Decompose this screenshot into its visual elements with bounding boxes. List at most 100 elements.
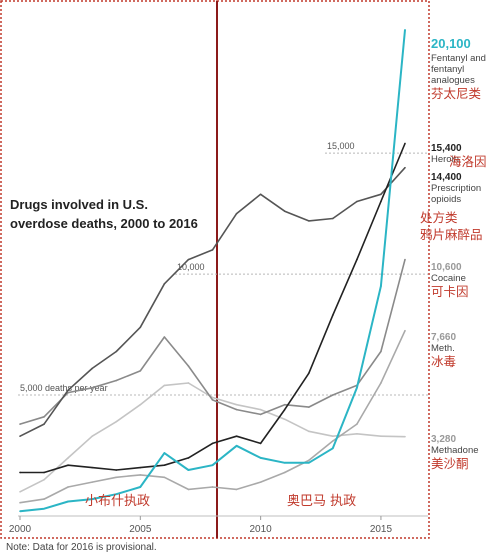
data-point-heroin-2002: [67, 464, 69, 467]
x-tick-label-2000: 2000: [9, 524, 32, 535]
data-point-meth-2009: [235, 488, 238, 491]
series-name-fentanyl-line-3: analogues: [431, 75, 475, 86]
era-label-bush: 小布什执政: [85, 494, 150, 509]
series-line-fentanyl: [19, 29, 406, 513]
data-point-cocaine-2003: [91, 386, 93, 389]
data-point-prescription-opioids-2000: [19, 435, 21, 437]
data-point-heroin-2001: [43, 471, 45, 474]
data-point-cocaine-2005: [139, 370, 142, 372]
data-point-prescription-opioids-2004: [115, 350, 118, 353]
data-point-cocaine-2010: [259, 413, 262, 416]
data-point-meth-2016: [404, 329, 406, 332]
data-point-heroin-2011: [283, 408, 286, 411]
data-point-meth-2000: [19, 501, 21, 504]
x-tick-label-2015: 2015: [370, 524, 393, 535]
data-point-heroin-2005: [139, 466, 142, 469]
data-point-methadone-2012: [307, 430, 310, 433]
data-point-cocaine-2007: [187, 365, 190, 367]
data-point-prescription-opioids-2001: [43, 423, 45, 425]
data-point-heroin-2004: [115, 469, 118, 471]
footnote: Note: Data for 2016 is provisional.: [6, 542, 157, 553]
data-point-meth-2014: [356, 423, 358, 425]
data-point-prescription-opioids-2002: [67, 389, 69, 392]
data-point-fentanyl-2009: [235, 445, 238, 447]
data-point-methadone-2003: [91, 435, 93, 437]
data-point-methadone-2004: [115, 420, 118, 423]
data-point-heroin-2008: [211, 442, 214, 445]
series-group: [19, 28, 406, 513]
data-point-prescription-opioids-2005: [139, 326, 142, 329]
data-point-methadone-2002: [67, 457, 69, 459]
data-point-cocaine-2000: [19, 423, 21, 425]
data-point-heroin-2010: [259, 442, 262, 445]
data-point-prescription-opioids-2013: [332, 217, 334, 220]
cn-label-prescription-opioids-line-1: 处方类: [420, 210, 458, 225]
chart-title-line-2: overdose deaths, 2000 to 2016: [10, 216, 198, 231]
data-point-methadone-2014: [356, 432, 358, 435]
data-point-meth-2001: [43, 498, 45, 500]
gridline-label-15000: 15,000: [327, 141, 355, 151]
data-point-methadone-2006: [163, 384, 166, 387]
data-point-methadone-2008: [211, 396, 214, 399]
data-point-heroin-2012: [307, 372, 310, 375]
data-point-methadone-2015: [380, 435, 382, 437]
data-point-fentanyl-2000: [19, 510, 21, 512]
data-point-cocaine-2002: [67, 391, 69, 394]
data-point-cocaine-2011: [283, 403, 286, 406]
data-point-meth-2008: [211, 486, 214, 488]
value-label-prescription-opioids: 14,400: [431, 172, 462, 183]
cn-label-fentanyl: 芬太尼类: [431, 86, 482, 101]
series-name-cocaine-line-1: Cocaine: [431, 273, 466, 284]
cn-label-prescription-opioids-line-2: 鸦片麻醉品: [420, 227, 483, 242]
data-point-meth-2004: [115, 476, 118, 479]
series-name-fentanyl-line-2: fentanyl: [431, 64, 464, 75]
data-point-prescription-opioids-2006: [163, 282, 166, 285]
data-point-meth-2013: [332, 440, 334, 442]
data-point-cocaine-2001: [43, 416, 45, 418]
data-point-fentanyl-2001: [43, 507, 45, 510]
data-point-prescription-opioids-2014: [356, 200, 358, 203]
chart-title-line-1: Drugs involved in U.S.: [10, 197, 148, 212]
data-point-cocaine-2009: [235, 408, 238, 411]
series-name-heroin-line-1: Heroin: [431, 154, 459, 165]
data-point-fentanyl-2012: [307, 461, 310, 464]
data-point-prescription-opioids-2008: [211, 249, 214, 251]
cn-label-meth: 冰毒: [431, 354, 456, 369]
data-point-fentanyl-2005: [139, 486, 142, 488]
data-point-cocaine-2016: [404, 258, 406, 261]
data-point-meth-2012: [307, 459, 310, 462]
data-point-heroin-2000: [19, 471, 21, 474]
data-point-prescription-opioids-2016: [404, 166, 406, 169]
data-point-cocaine-2013: [332, 394, 334, 396]
data-point-prescription-opioids-2012: [307, 220, 310, 222]
data-point-cocaine-2015: [380, 350, 382, 353]
data-point-methadone-2005: [139, 403, 142, 406]
cn-label-methadone: 美沙酮: [431, 456, 469, 471]
x-tick-label-2010: 2010: [250, 524, 273, 535]
data-point-heroin-2014: [356, 258, 358, 261]
data-point-prescription-opioids-2009: [235, 212, 238, 215]
value-label-fentanyl: 20,100: [431, 36, 471, 51]
data-point-meth-2011: [283, 471, 286, 474]
data-point-fentanyl-2010: [259, 457, 262, 459]
data-point-heroin-2013: [332, 314, 334, 317]
data-point-fentanyl-2008: [211, 464, 214, 467]
series-name-meth-line-1: Meth.: [431, 343, 455, 354]
data-point-heroin-2016: [404, 142, 406, 145]
data-point-prescription-opioids-2011: [283, 210, 286, 212]
data-point-methadone-2007: [187, 382, 190, 384]
gridlines-group: 5,000 deaths per year 10,000 15,000: [18, 141, 428, 396]
data-point-heroin-2009: [235, 435, 238, 437]
value-label-meth: 7,660: [431, 332, 456, 343]
data-point-methadone-2001: [43, 478, 45, 481]
obama-era-box: [216, 0, 430, 539]
data-point-meth-2007: [187, 488, 190, 491]
data-point-cocaine-2006: [163, 336, 166, 338]
gridline-label-5000: 5,000 deaths per year: [20, 383, 108, 393]
data-point-methadone-2000: [19, 491, 21, 493]
data-point-fentanyl-2014: [356, 386, 358, 389]
series-name-prescription-opioids-line-2: opioids: [431, 194, 461, 205]
series-name-methadone-line-1: Methadone: [431, 445, 479, 456]
